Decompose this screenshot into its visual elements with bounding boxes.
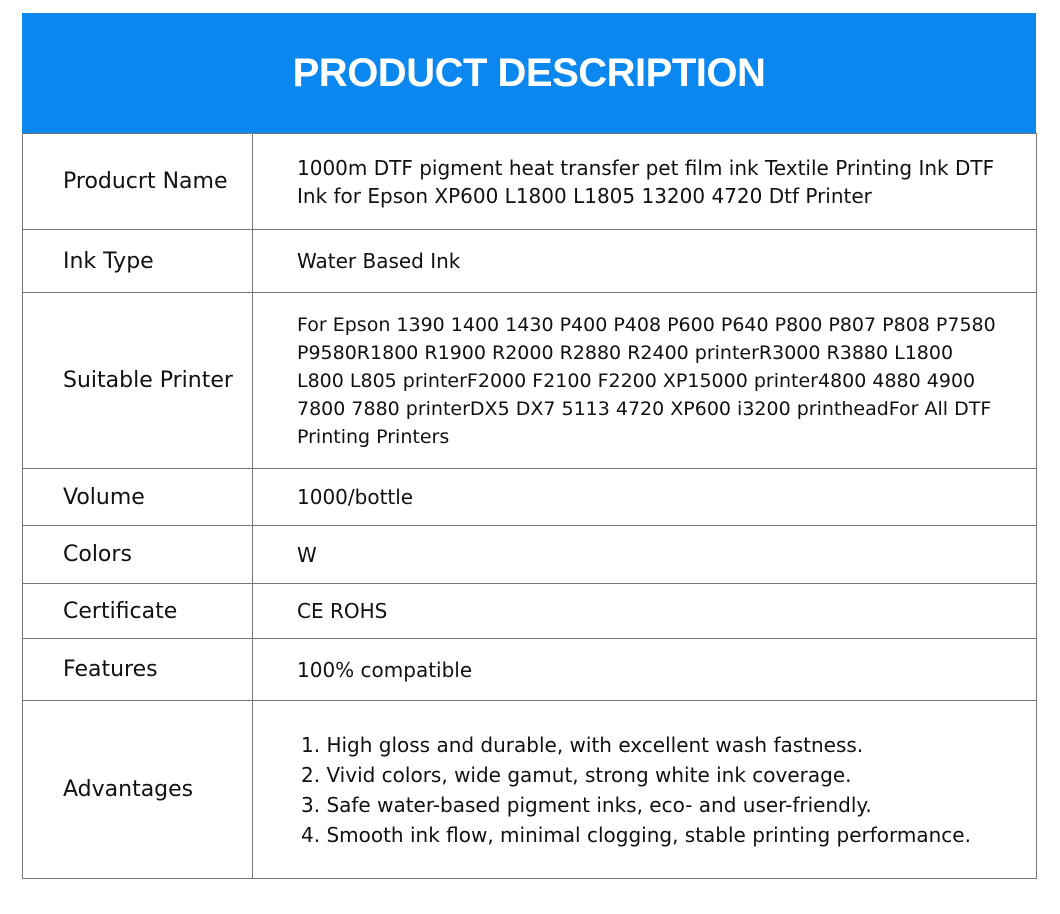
table-row: Volume 1000/bottle: [22, 468, 1037, 526]
spec-table: Producrt Name 1000m DTF pigment heat tra…: [22, 133, 1037, 879]
list-item: 4. Smooth ink flow, minimal clogging, st…: [301, 822, 971, 847]
row-label: Volume: [22, 468, 253, 526]
row-value: 1000/bottle: [252, 468, 1037, 526]
row-label: Producrt Name: [22, 133, 253, 230]
row-value: For Epson 1390 1400 1430 P400 P408 P600 …: [252, 292, 1037, 469]
row-value: 1000m DTF pigment heat transfer pet film…: [252, 133, 1037, 230]
row-label: Features: [22, 638, 253, 701]
advantages-list: 1. High gloss and durable, with excellen…: [301, 730, 1035, 850]
row-value: CE ROHS: [252, 583, 1037, 639]
row-label: Advantages: [22, 700, 253, 879]
page-title: PRODUCT DESCRIPTION: [292, 50, 766, 95]
table-row: Certificate CE ROHS: [22, 583, 1037, 639]
row-label: Certificate: [22, 583, 253, 639]
table-row: Colors W: [22, 525, 1037, 584]
row-value: 1. High gloss and durable, with excellen…: [252, 700, 1037, 879]
table-row: Producrt Name 1000m DTF pigment heat tra…: [22, 133, 1037, 230]
row-label: Colors: [22, 525, 253, 584]
table-row: Advantages 1. High gloss and durable, wi…: [22, 700, 1037, 879]
row-label: Suitable Printer: [22, 292, 253, 469]
table-row: Features 100% compatible: [22, 638, 1037, 701]
row-value: W: [252, 525, 1037, 584]
table-row: Ink Type Water Based Ink: [22, 229, 1037, 293]
list-item: 1. High gloss and durable, with excellen…: [301, 732, 864, 757]
row-label: Ink Type: [22, 229, 253, 293]
list-item: 3. Safe water-based pigment inks, eco- a…: [301, 792, 872, 817]
header-banner: PRODUCT DESCRIPTION: [22, 13, 1036, 133]
list-item: 2. Vivid colors, wide gamut, strong whit…: [301, 762, 852, 787]
row-value: 100% compatible: [252, 638, 1037, 701]
row-value: Water Based Ink: [252, 229, 1037, 293]
table-row: Suitable Printer For Epson 1390 1400 143…: [22, 292, 1037, 469]
